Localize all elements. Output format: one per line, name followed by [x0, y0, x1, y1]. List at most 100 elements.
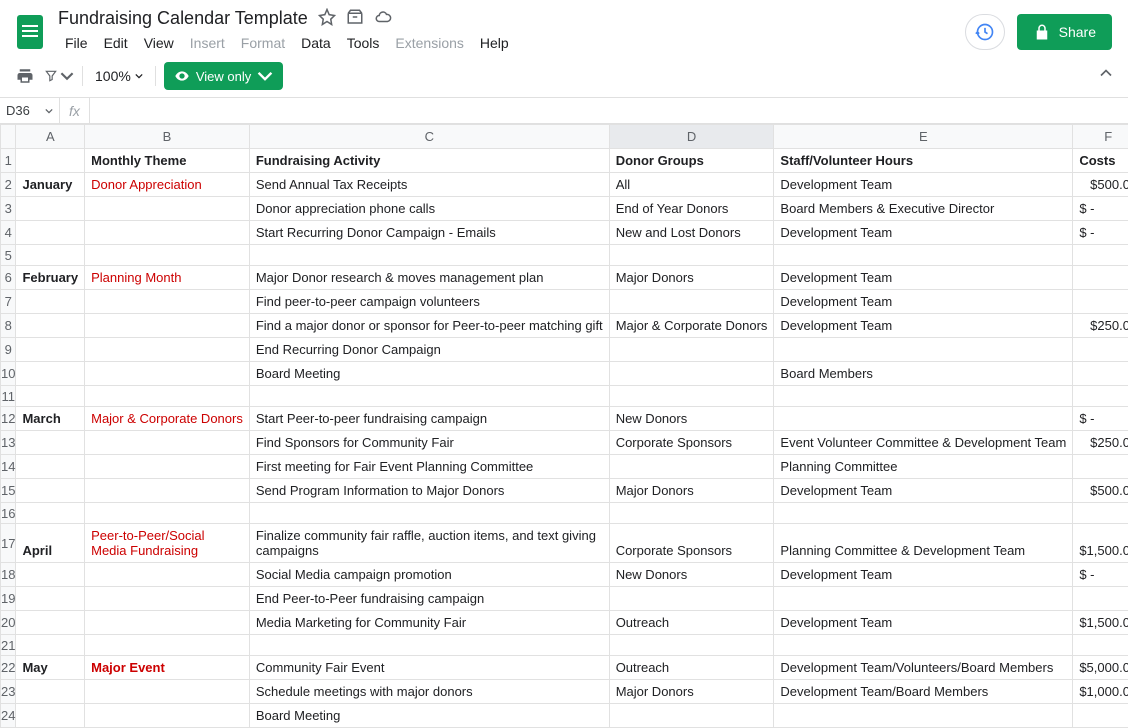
cell-D17[interactable]: Corporate Sponsors — [609, 524, 774, 563]
cell-F20[interactable]: $1,500.00 — [1073, 611, 1128, 635]
cell-C12[interactable]: Start Peer-to-peer fundraising campaign — [249, 407, 609, 431]
menu-tools[interactable]: Tools — [340, 31, 387, 55]
cell-B15[interactable] — [85, 479, 250, 503]
cell-D23[interactable]: Major Donors — [609, 680, 774, 704]
cell-E18[interactable]: Development Team — [774, 563, 1073, 587]
cell-B6[interactable]: Planning Month — [85, 266, 250, 290]
cell-F15[interactable]: $500.00 — [1073, 479, 1128, 503]
menu-data[interactable]: Data — [294, 31, 338, 55]
document-title[interactable]: Fundraising Calendar Template — [58, 8, 308, 29]
menu-edit[interactable]: Edit — [97, 31, 135, 55]
cell-C6[interactable]: Major Donor research & moves management … — [249, 266, 609, 290]
cell-D5[interactable] — [609, 245, 774, 266]
cell-A23[interactable] — [16, 680, 85, 704]
cell-E13[interactable]: Event Volunteer Committee & Development … — [774, 431, 1073, 455]
column-header-A[interactable]: A — [16, 125, 85, 149]
row-header-18[interactable]: 18 — [1, 563, 16, 587]
cell-C18[interactable]: Social Media campaign promotion — [249, 563, 609, 587]
cell-E23[interactable]: Development Team/Board Members — [774, 680, 1073, 704]
cell-C15[interactable]: Send Program Information to Major Donors — [249, 479, 609, 503]
cell-A14[interactable] — [16, 455, 85, 479]
cell-E12[interactable] — [774, 407, 1073, 431]
cell-B12[interactable]: Major & Corporate Donors — [85, 407, 250, 431]
row-header-24[interactable]: 24 — [1, 704, 16, 728]
cell-B2[interactable]: Donor Appreciation — [85, 173, 250, 197]
select-all-corner[interactable] — [1, 125, 16, 149]
cell-A9[interactable] — [16, 338, 85, 362]
cell-A1[interactable] — [16, 149, 85, 173]
cell-A20[interactable] — [16, 611, 85, 635]
cell-B18[interactable] — [85, 563, 250, 587]
row-header-11[interactable]: 11 — [1, 386, 16, 407]
cell-C3[interactable]: Donor appreciation phone calls — [249, 197, 609, 221]
cell-C9[interactable]: End Recurring Donor Campaign — [249, 338, 609, 362]
row-header-21[interactable]: 21 — [1, 635, 16, 656]
cell-A4[interactable] — [16, 221, 85, 245]
cell-B19[interactable] — [85, 587, 250, 611]
cell-C14[interactable]: First meeting for Fair Event Planning Co… — [249, 455, 609, 479]
cell-A7[interactable] — [16, 290, 85, 314]
cell-F13[interactable]: $250.00 — [1073, 431, 1128, 455]
collapse-toolbar-button[interactable] — [1096, 63, 1116, 86]
cell-C24[interactable]: Board Meeting — [249, 704, 609, 728]
cell-C16[interactable] — [249, 503, 609, 524]
cell-A15[interactable] — [16, 479, 85, 503]
cell-E17[interactable]: Planning Committee & Development Team — [774, 524, 1073, 563]
row-header-5[interactable]: 5 — [1, 245, 16, 266]
cell-D2[interactable]: All — [609, 173, 774, 197]
cell-B7[interactable] — [85, 290, 250, 314]
column-header-F[interactable]: F — [1073, 125, 1128, 149]
cell-D13[interactable]: Corporate Sponsors — [609, 431, 774, 455]
row-header-1[interactable]: 1 — [1, 149, 16, 173]
row-header-7[interactable]: 7 — [1, 290, 16, 314]
row-header-3[interactable]: 3 — [1, 197, 16, 221]
cell-B24[interactable] — [85, 704, 250, 728]
sheets-logo[interactable] — [10, 12, 50, 52]
cell-D21[interactable] — [609, 635, 774, 656]
cell-E8[interactable]: Development Team — [774, 314, 1073, 338]
cell-D3[interactable]: End of Year Donors — [609, 197, 774, 221]
cell-F3[interactable]: $ - — [1073, 197, 1128, 221]
cell-E3[interactable]: Board Members & Executive Director — [774, 197, 1073, 221]
cell-C11[interactable] — [249, 386, 609, 407]
cell-A22[interactable]: May — [16, 656, 85, 680]
cell-A12[interactable]: March — [16, 407, 85, 431]
cell-B8[interactable] — [85, 314, 250, 338]
cell-A3[interactable] — [16, 197, 85, 221]
row-header-16[interactable]: 16 — [1, 503, 16, 524]
cell-B9[interactable] — [85, 338, 250, 362]
cell-D18[interactable]: New Donors — [609, 563, 774, 587]
cell-A5[interactable] — [16, 245, 85, 266]
cell-F7[interactable] — [1073, 290, 1128, 314]
row-header-15[interactable]: 15 — [1, 479, 16, 503]
column-header-C[interactable]: C — [249, 125, 609, 149]
cell-F2[interactable]: $500.00 — [1073, 173, 1128, 197]
cell-D6[interactable]: Major Donors — [609, 266, 774, 290]
cell-E6[interactable]: Development Team — [774, 266, 1073, 290]
menu-help[interactable]: Help — [473, 31, 516, 55]
cell-A13[interactable] — [16, 431, 85, 455]
cell-F12[interactable]: $ - — [1073, 407, 1128, 431]
cell-F16[interactable] — [1073, 503, 1128, 524]
cell-F8[interactable]: $250.00 — [1073, 314, 1128, 338]
cell-B1[interactable]: Monthly Theme — [85, 149, 250, 173]
column-header-E[interactable]: E — [774, 125, 1073, 149]
row-header-6[interactable]: 6 — [1, 266, 16, 290]
cell-A24[interactable] — [16, 704, 85, 728]
cell-E24[interactable] — [774, 704, 1073, 728]
cell-F17[interactable]: $1,500.00 — [1073, 524, 1128, 563]
cell-A16[interactable] — [16, 503, 85, 524]
row-header-14[interactable]: 14 — [1, 455, 16, 479]
cell-A17[interactable]: April — [16, 524, 85, 563]
cell-F22[interactable]: $5,000.00 — [1073, 656, 1128, 680]
cell-A8[interactable] — [16, 314, 85, 338]
cell-E16[interactable] — [774, 503, 1073, 524]
cell-A18[interactable] — [16, 563, 85, 587]
cell-E22[interactable]: Development Team/Volunteers/Board Member… — [774, 656, 1073, 680]
cell-C1[interactable]: Fundraising Activity — [249, 149, 609, 173]
filter-button[interactable] — [44, 61, 74, 91]
cell-C5[interactable] — [249, 245, 609, 266]
cell-C21[interactable] — [249, 635, 609, 656]
row-header-2[interactable]: 2 — [1, 173, 16, 197]
cell-C8[interactable]: Find a major donor or sponsor for Peer-t… — [249, 314, 609, 338]
